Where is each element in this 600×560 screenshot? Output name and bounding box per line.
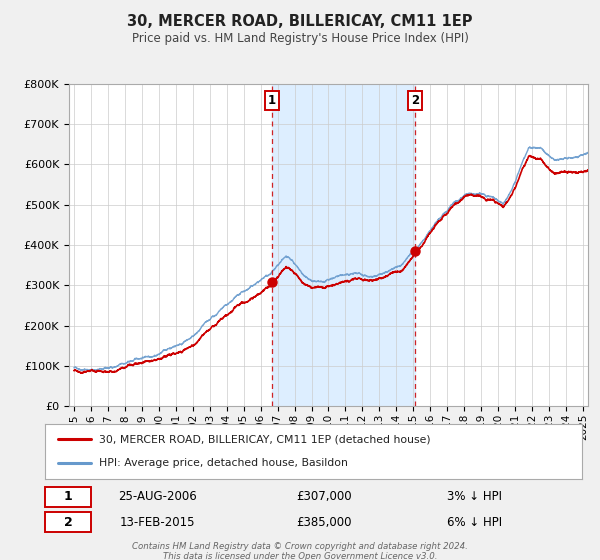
Text: Contains HM Land Registry data © Crown copyright and database right 2024.
This d: Contains HM Land Registry data © Crown c… xyxy=(132,542,468,560)
Text: 13-FEB-2015: 13-FEB-2015 xyxy=(120,516,196,529)
Text: 2: 2 xyxy=(64,516,73,529)
Text: £385,000: £385,000 xyxy=(296,516,352,529)
Text: HPI: Average price, detached house, Basildon: HPI: Average price, detached house, Basi… xyxy=(98,459,347,468)
Text: 1: 1 xyxy=(268,94,275,106)
Text: £307,000: £307,000 xyxy=(296,491,352,503)
Text: 30, MERCER ROAD, BILLERICAY, CM11 1EP (detached house): 30, MERCER ROAD, BILLERICAY, CM11 1EP (d… xyxy=(98,435,430,444)
Bar xyxy=(272,84,415,406)
Text: 2: 2 xyxy=(411,94,419,106)
Text: 3% ↓ HPI: 3% ↓ HPI xyxy=(447,491,502,503)
FancyBboxPatch shape xyxy=(45,487,91,507)
Text: 25-AUG-2006: 25-AUG-2006 xyxy=(118,491,197,503)
Text: 6% ↓ HPI: 6% ↓ HPI xyxy=(447,516,502,529)
FancyBboxPatch shape xyxy=(45,512,91,532)
Text: 30, MERCER ROAD, BILLERICAY, CM11 1EP: 30, MERCER ROAD, BILLERICAY, CM11 1EP xyxy=(127,14,473,29)
Text: 1: 1 xyxy=(64,491,73,503)
Text: Price paid vs. HM Land Registry's House Price Index (HPI): Price paid vs. HM Land Registry's House … xyxy=(131,32,469,45)
